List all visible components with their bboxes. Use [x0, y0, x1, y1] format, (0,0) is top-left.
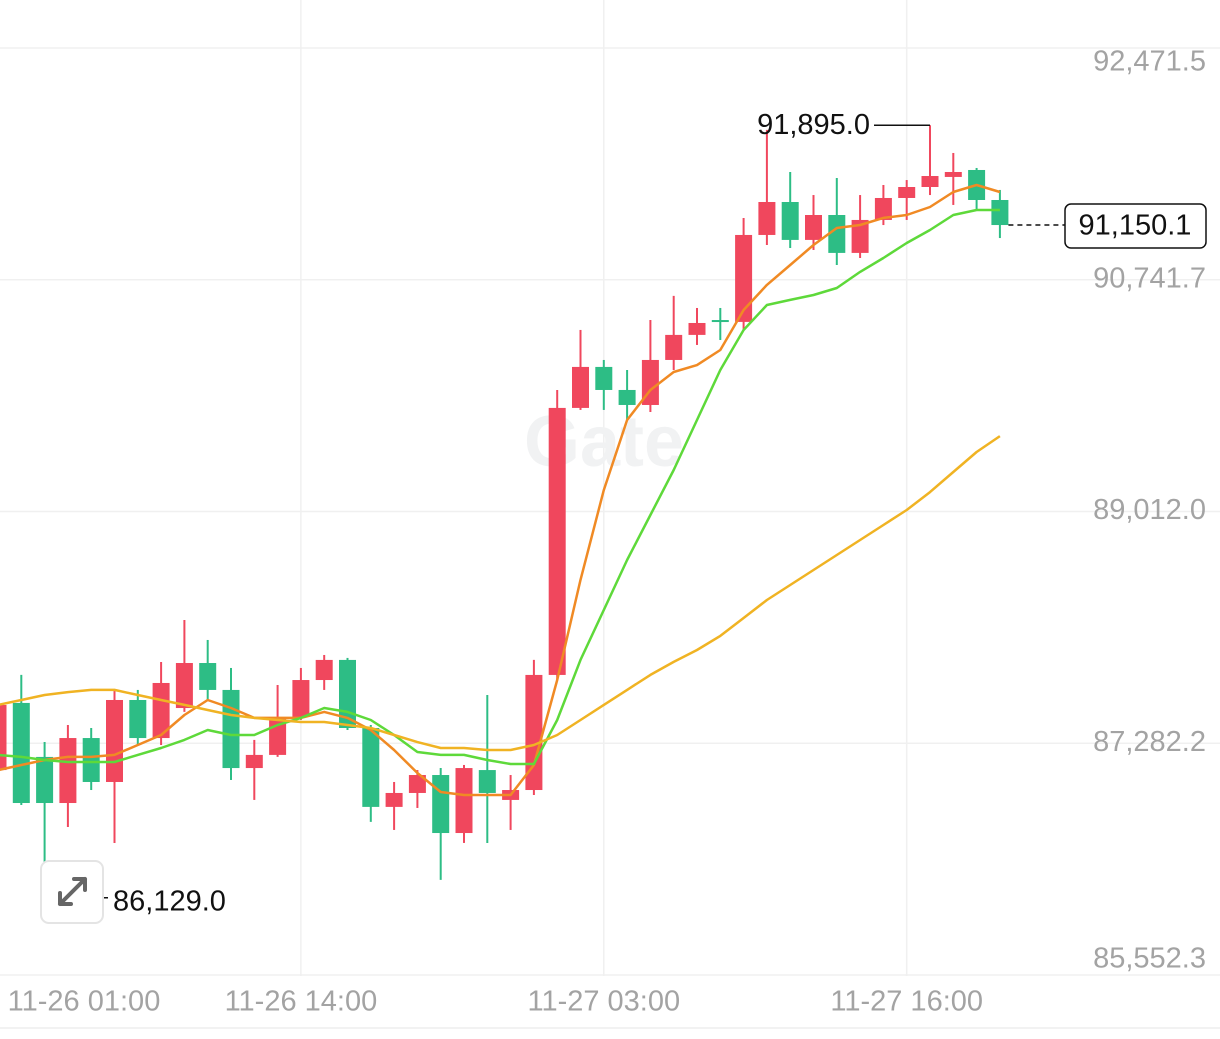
candle-body: [12, 702, 30, 804]
candle-body: [478, 770, 496, 793]
plot-area: [0, 125, 1009, 898]
candle-body: [898, 186, 916, 198]
candle-body: [711, 320, 729, 323]
candle-body: [385, 792, 403, 807]
candle-body: [455, 768, 473, 834]
moving-average-line: [0, 183, 1001, 797]
y-tick-label: 89,012.0: [1093, 494, 1206, 526]
candle-body: [432, 775, 450, 834]
candle-body: [106, 699, 123, 782]
candle-body: [408, 775, 426, 793]
candle-body: [548, 407, 566, 675]
candle-body: [758, 202, 776, 235]
candle-body: [828, 214, 846, 253]
moving-average-line: [0, 208, 1000, 766]
candle-body: [572, 366, 589, 408]
candle-body: [991, 199, 1009, 226]
candle-body: [362, 727, 380, 807]
candle-body: [944, 171, 962, 177]
candle-body: [688, 322, 706, 335]
min-price-label: 86,129.0: [113, 885, 226, 917]
y-tick-label: 85,552.3: [1093, 943, 1206, 975]
candle-body: [805, 214, 822, 240]
y-tick-label: 92,471.5: [1093, 46, 1206, 78]
expand-icon[interactable]: [58, 877, 87, 906]
candle-body: [851, 219, 869, 253]
max-price-label: 91,895.0: [757, 109, 870, 141]
expand-button[interactable]: [40, 860, 104, 924]
candle-body: [175, 663, 193, 709]
candle-body: [665, 334, 683, 360]
y-tick-label: 90,741.7: [1093, 262, 1206, 294]
candle-body: [781, 202, 799, 240]
x-tick-label: 11-27 16:00: [830, 986, 983, 1018]
candle-body: [245, 754, 263, 769]
x-tick-label: 11-26 01:00: [8, 986, 161, 1018]
candle-body: [874, 197, 892, 220]
candle-body: [315, 659, 333, 681]
watermark: Gate: [524, 402, 684, 482]
candle-body: [129, 699, 147, 739]
annotations: 91,895.0 86,129.0 91,150.1: [44, 109, 1207, 917]
candle-body: [82, 738, 100, 782]
moving-average-line: [0, 435, 1001, 752]
candle-body: [618, 389, 636, 405]
candle-body: [36, 756, 54, 804]
candle-body: [152, 682, 170, 739]
candle-body: [199, 663, 217, 690]
candle-body: [735, 234, 753, 322]
grid: 85,552.3 87,282.2 89,012.0 90,741.7 92,471.5…: [0, 0, 1220, 1018]
x-tick-label: 11-27 03:00: [527, 986, 680, 1018]
candle-body: [222, 689, 240, 769]
candle-body: [0, 704, 7, 771]
candle-body: [59, 738, 77, 804]
candle-body: [525, 674, 543, 791]
candle-body: [292, 680, 310, 718]
x-tick-label: 11-26 14:00: [225, 986, 378, 1018]
last-price-label: 91,150.1: [1079, 210, 1192, 242]
last-price-box: [1064, 203, 1207, 249]
y-tick-label: 87,282.2: [1093, 726, 1206, 758]
candle-body: [595, 366, 613, 390]
candle-body: [921, 176, 939, 187]
